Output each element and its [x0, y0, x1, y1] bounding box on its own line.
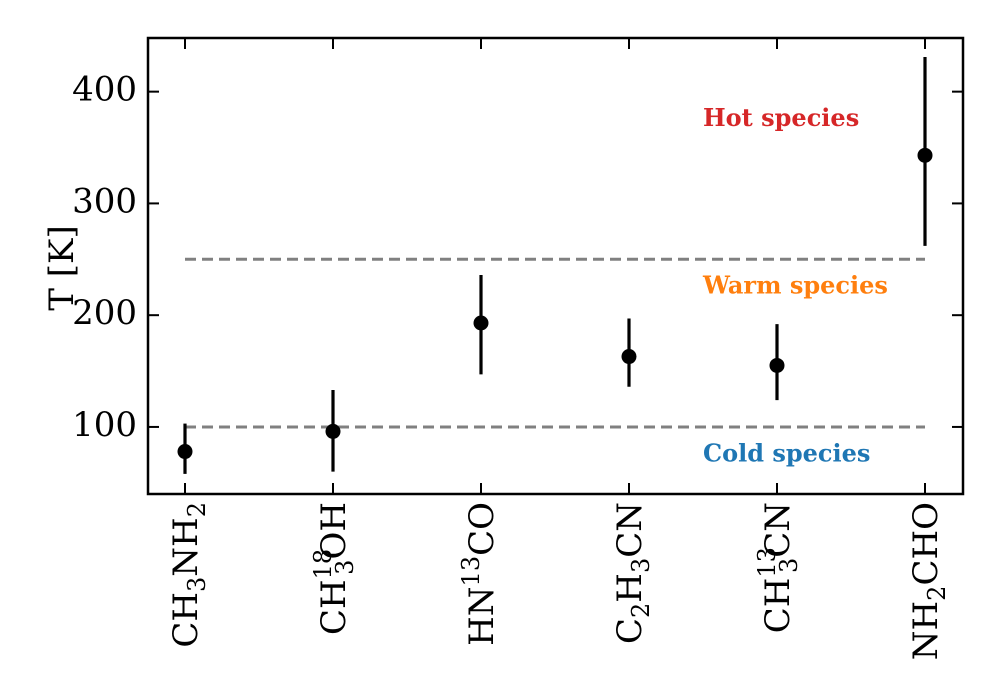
y-tick-label: 400 — [72, 70, 137, 110]
x-tick-label: CH133​CN — [753, 502, 803, 633]
data-point — [917, 147, 933, 163]
y-axis-title: T [K] — [42, 225, 82, 310]
data-point — [325, 423, 341, 439]
x-tick-label: HN13​CO — [457, 502, 502, 646]
annotations-layer: Hot species Warm species Cold species — [702, 103, 888, 467]
thresholds-layer — [185, 257, 925, 429]
x-tick-label: NH2​CHO — [906, 502, 951, 660]
y-tick-label: 300 — [72, 181, 137, 221]
y-tick-label: 100 — [72, 405, 137, 445]
y-tick-label: 200 — [72, 293, 137, 333]
y-axis: 100 200 300 400 — [72, 70, 963, 445]
hot-species-label: Hot species — [703, 103, 859, 132]
data-point — [769, 357, 785, 373]
points-layer — [177, 147, 933, 460]
x-axis: CH3​NH2​ CH183​OH HN13​CO C2​H3​CN CH133​CN N… — [166, 38, 951, 660]
data-point — [621, 349, 637, 365]
x-tick-label: CH3​NH2​ — [166, 502, 211, 648]
cold-species-label: Cold species — [703, 438, 870, 467]
warm-species-label: Warm species — [702, 271, 888, 300]
x-tick-label: C2​H3​CN — [610, 502, 655, 644]
data-point — [177, 444, 193, 460]
x-tick-label: CH183​OH — [309, 502, 359, 635]
plot-frame — [146, 36, 965, 496]
data-point — [473, 315, 489, 331]
